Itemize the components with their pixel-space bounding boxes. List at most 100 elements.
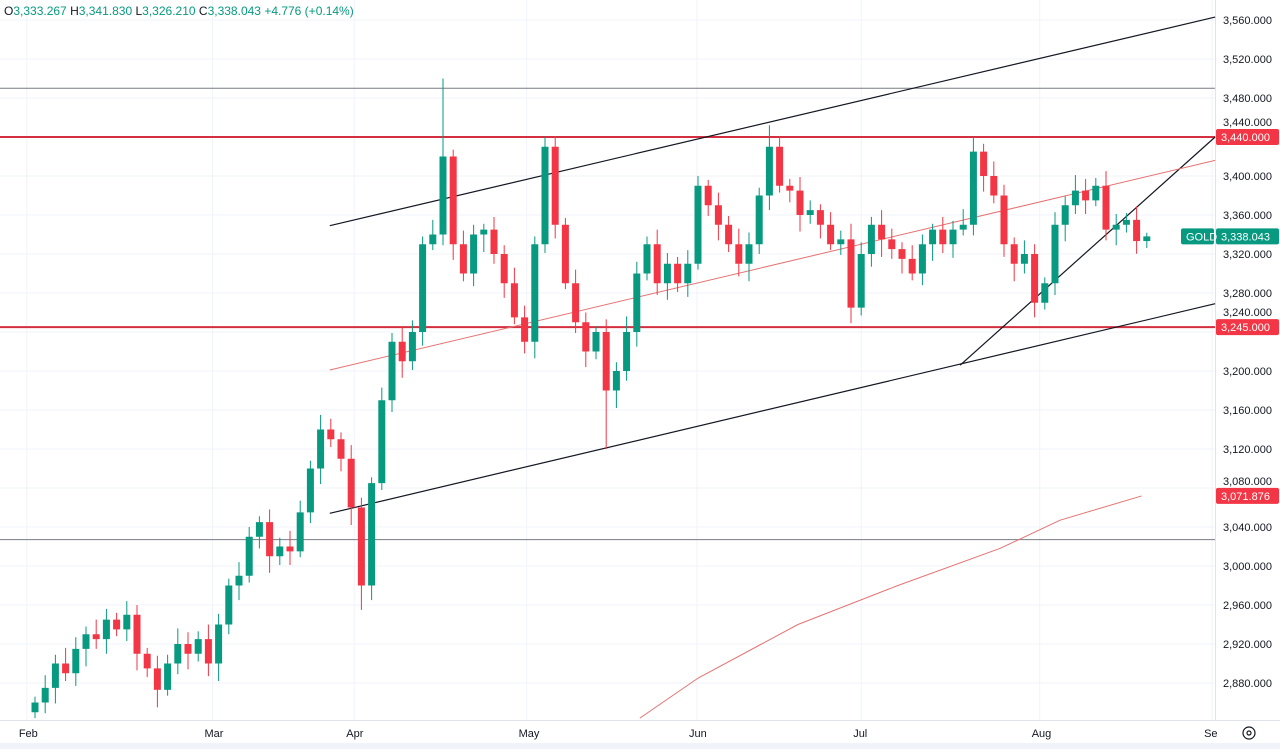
time-tick-label-feb: Feb: [19, 728, 38, 740]
candle: [1051, 212, 1059, 295]
candle-body: [878, 224, 886, 240]
candle-body: [286, 546, 294, 552]
candle-body: [1010, 244, 1018, 264]
price-tick-label: 3,520.000: [1223, 54, 1272, 66]
candle: [62, 647, 70, 682]
candle: [990, 161, 998, 204]
candle: [480, 223, 488, 253]
candle-body: [347, 458, 355, 508]
candle-body: [123, 614, 131, 630]
candle: [347, 445, 355, 526]
candle-body: [653, 244, 661, 284]
candle-body: [643, 244, 651, 274]
candle-body: [429, 234, 437, 245]
candle: [72, 637, 80, 686]
candle: [918, 234, 926, 286]
candle: [551, 136, 559, 239]
candle: [133, 605, 141, 671]
candle-body: [500, 254, 508, 284]
level-price-tag: 3,440.000: [1221, 132, 1270, 144]
candle: [663, 253, 671, 300]
candle-body: [419, 244, 427, 332]
candle: [204, 624, 212, 677]
candle-body: [939, 229, 947, 245]
price-tick-label: 3,200.000: [1223, 366, 1272, 378]
candle-body: [1000, 195, 1008, 245]
time-tick-label-aug: Aug: [1032, 728, 1052, 740]
candle: [1041, 277, 1049, 310]
candle-body: [602, 332, 610, 391]
ma-price-tag-bg: [1216, 487, 1279, 504]
candle-body: [572, 283, 580, 323]
settings-icon[interactable]: [1242, 726, 1256, 740]
time-tick-label-jun: Jun: [689, 728, 707, 740]
candle-body: [1112, 224, 1120, 230]
price-tick-label: 3,440.000: [1223, 117, 1272, 129]
candle: [867, 216, 875, 267]
candle-body: [816, 210, 824, 225]
candle: [796, 176, 804, 232]
candle-body: [888, 239, 896, 250]
candle: [857, 242, 865, 316]
candle: [255, 516, 263, 549]
candle: [643, 236, 651, 281]
change-value: +4.776 (+0.14%): [264, 4, 354, 18]
candle: [704, 179, 712, 216]
time-tick-label-se: Se: [1204, 728, 1217, 740]
open-label: O: [4, 4, 14, 18]
candle: [143, 647, 151, 678]
candle: [908, 245, 916, 281]
candle-body: [612, 371, 620, 391]
candle: [541, 137, 549, 254]
level-price-tag-bg: [1216, 129, 1279, 145]
candle-body: [551, 146, 559, 225]
ma-price-tag: 3,071.876: [1221, 491, 1270, 503]
candle-body: [133, 614, 141, 654]
candle-body: [62, 663, 70, 674]
candle: [82, 626, 90, 667]
candle: [1061, 196, 1069, 242]
candle: [245, 527, 253, 583]
candle-body: [480, 229, 488, 235]
candle: [317, 414, 325, 485]
candle-body: [327, 429, 335, 440]
symbol-tag-bg: [1181, 228, 1214, 245]
candle: [959, 209, 967, 236]
candle: [561, 217, 569, 290]
candle: [113, 612, 121, 637]
candle: [765, 125, 773, 211]
candle: [327, 418, 335, 448]
candle-body: [449, 156, 457, 245]
candle: [286, 530, 294, 566]
candle-body: [796, 190, 804, 215]
candle-body: [980, 151, 988, 176]
candle-body: [908, 258, 916, 274]
candle: [296, 500, 304, 558]
candle-body: [368, 483, 376, 586]
candle-body: [806, 210, 814, 215]
candle-body: [674, 263, 682, 284]
candle-body: [225, 585, 233, 625]
price-tick-label: 2,880.000: [1223, 678, 1272, 690]
candle-body: [204, 639, 212, 664]
candle-body: [184, 644, 192, 654]
candle: [745, 232, 753, 282]
price-tick-label: 3,040.000: [1223, 522, 1272, 534]
candle-body: [755, 195, 763, 245]
bottom-bar: [0, 743, 1280, 749]
candle: [806, 200, 814, 224]
candle: [490, 216, 498, 264]
candle: [368, 477, 376, 601]
candle-body: [541, 146, 549, 245]
candle-body: [357, 507, 365, 586]
candle: [755, 187, 763, 254]
candle-body: [1082, 190, 1090, 201]
candle-body: [41, 687, 49, 703]
candle-body: [164, 663, 172, 690]
candle: [786, 178, 794, 203]
candle: [1122, 213, 1130, 233]
candle: [531, 236, 539, 359]
candle-body: [633, 273, 641, 332]
candle-body: [1133, 219, 1141, 242]
